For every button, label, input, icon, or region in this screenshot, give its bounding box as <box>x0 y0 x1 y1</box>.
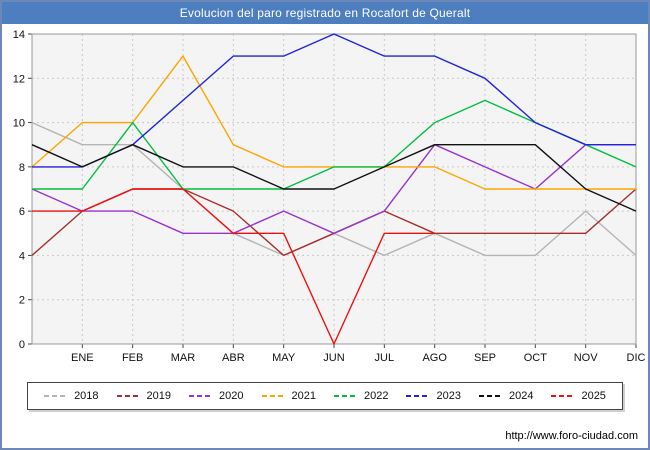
plot-area: 0 2 4 6 8 10 12 14 ENE FEB MAR ABR MAY JUN JUL AGO SEP OC… <box>2 24 648 372</box>
legend-item-2024: 2024 <box>478 390 534 402</box>
svg-text:2: 2 <box>19 295 25 307</box>
legend-line-sample <box>334 395 358 397</box>
legend-label: 2022 <box>364 390 389 402</box>
legend-item-2025: 2025 <box>551 390 606 402</box>
svg-text:FEB: FEB <box>122 352 143 364</box>
legend-line-sample <box>478 395 503 397</box>
svg-text:OCT: OCT <box>524 352 548 364</box>
svg-text:JUN: JUN <box>323 352 344 364</box>
svg-text:12: 12 <box>13 73 25 85</box>
legend-label: 2023 <box>436 390 461 402</box>
svg-text:ENE: ENE <box>71 352 94 364</box>
legend-label: 2019 <box>146 390 172 402</box>
svg-text:8: 8 <box>19 162 25 174</box>
legend-line-sample <box>44 395 69 397</box>
legend-item-2018: 2018 <box>44 390 99 402</box>
legend-label: 2025 <box>581 390 606 402</box>
legend-line-sample <box>551 395 576 397</box>
svg-text:DIC: DIC <box>627 352 646 364</box>
svg-text:MAR: MAR <box>171 352 196 364</box>
legend-item-2022: 2022 <box>334 390 388 402</box>
svg-text:0: 0 <box>19 339 25 351</box>
svg-text:4: 4 <box>19 250 25 262</box>
svg-text:AGO: AGO <box>422 352 447 364</box>
legend: 2018 2019 2020 2021 2022 2023 2024 2025 <box>27 382 623 410</box>
legend-item-2023: 2023 <box>406 390 461 402</box>
svg-text:SEP: SEP <box>474 352 496 364</box>
svg-text:14: 14 <box>13 29 25 41</box>
foro-ciudad-link[interactable]: http://www.foro-ciudad.com <box>505 430 638 442</box>
svg-text:10: 10 <box>13 118 25 130</box>
legend-item-2020: 2020 <box>189 390 244 402</box>
legend-line-sample <box>261 395 286 397</box>
legend-label: 2024 <box>508 390 534 402</box>
svg-text:ABR: ABR <box>222 352 245 364</box>
svg-text:NOV: NOV <box>574 352 599 364</box>
legend-row: 2018 2019 2020 2021 2022 2023 2024 2025 <box>2 382 648 410</box>
legend-item-2021: 2021 <box>261 390 316 402</box>
svg-text:6: 6 <box>19 206 25 218</box>
legend-line-sample <box>406 395 431 397</box>
svg-text:JUL: JUL <box>375 352 395 364</box>
legend-label: 2020 <box>219 390 244 402</box>
chart-canvas: 0 2 4 6 8 10 12 14 ENE FEB MAR ABR MAY JUN JUL AGO SEP OC… <box>13 29 646 364</box>
legend-label: 2021 <box>291 390 316 402</box>
legend-item-2019: 2019 <box>116 390 172 402</box>
chart-title: Evolucion del paro registrado en Rocafor… <box>2 2 648 24</box>
legend-line-sample <box>189 395 214 397</box>
legend-line-sample <box>116 395 141 397</box>
svg-text:MAY: MAY <box>272 352 296 364</box>
legend-label: 2018 <box>74 390 99 402</box>
